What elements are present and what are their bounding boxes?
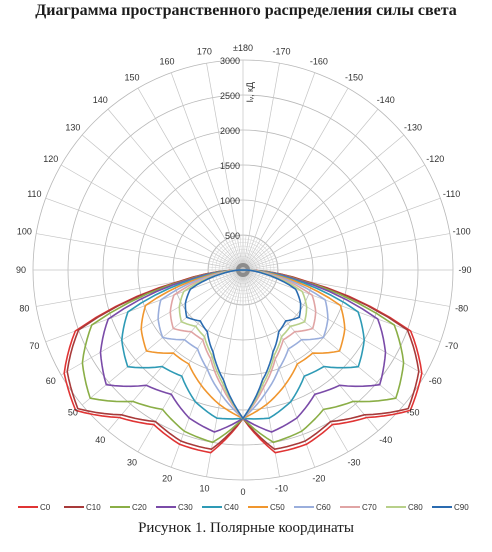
angle-label: -120 <box>426 154 444 164</box>
angle-label: 10 <box>199 484 209 494</box>
angle-label: -140 <box>377 95 395 105</box>
angle-label: -60 <box>429 376 442 386</box>
radial-axis-label: Iᵥ, кД <box>245 82 255 102</box>
angle-label: 20 <box>162 474 172 484</box>
angle-label: 40 <box>95 435 105 445</box>
legend-label: C60 <box>316 503 331 512</box>
angle-label: -160 <box>310 56 328 66</box>
angle-label: -20 <box>312 474 325 484</box>
angle-label: 120 <box>43 154 58 164</box>
radial-tick-label: 1500 <box>220 161 240 171</box>
angle-label: -90 <box>458 265 471 275</box>
angle-label: ±180 <box>233 43 253 53</box>
legend-label: C80 <box>408 503 423 512</box>
legend-label: C0 <box>40 503 51 512</box>
series-c90 <box>184 269 302 420</box>
angle-label: 150 <box>124 73 139 83</box>
legend-label: C20 <box>132 503 147 512</box>
radial-tick-label: 2500 <box>220 91 240 101</box>
angle-label: -150 <box>345 73 363 83</box>
radial-tick-label: 3000 <box>220 56 240 66</box>
angle-label: 0 <box>240 487 245 497</box>
angle-label: -170 <box>273 46 291 56</box>
angle-label: -110 <box>443 189 460 199</box>
angle-label: -70 <box>445 341 458 351</box>
angle-label: 80 <box>19 304 29 314</box>
angle-label: 130 <box>65 122 80 132</box>
figure-caption: Рисунок 1. Полярные координаты <box>138 520 354 536</box>
angle-label: 170 <box>197 46 212 56</box>
angle-label: -10 <box>275 484 288 494</box>
radial-tick-label: 500 <box>225 231 240 241</box>
angle-label: 140 <box>93 95 108 105</box>
angle-label: -40 <box>379 435 392 445</box>
angle-label: 90 <box>16 265 26 275</box>
polar-grid <box>32 59 454 481</box>
radial-tick-label: 1000 <box>220 196 240 206</box>
angle-label: 70 <box>29 341 39 351</box>
angle-label: 100 <box>17 226 32 236</box>
legend: C0 C10 C20 C30 C40 C50 C60 C70 C80 C90 <box>18 503 469 512</box>
angle-label: 110 <box>27 189 41 199</box>
angle-label: -130 <box>404 122 422 132</box>
radial-tick-label: 2000 <box>220 126 240 136</box>
angle-label: 160 <box>160 56 175 66</box>
legend-label: C90 <box>454 503 469 512</box>
legend-label: C50 <box>270 503 285 512</box>
angle-label: 60 <box>46 376 56 386</box>
legend-label: C40 <box>224 503 239 512</box>
legend-label: C10 <box>86 503 101 512</box>
chart-title: Диаграмма пространственного распределени… <box>35 2 457 19</box>
angle-label: -30 <box>347 457 360 467</box>
angle-label: -50 <box>407 408 420 418</box>
legend-label: C70 <box>362 503 377 512</box>
axis-labels: ±180 170 -170 160 -160 150 -150 140 -140 130 -130 1… <box>16 43 472 497</box>
legend-label: C30 <box>178 503 193 512</box>
series-layer <box>63 269 423 454</box>
angle-label: -100 <box>453 226 471 236</box>
angle-label: -80 <box>455 304 468 314</box>
angle-label: 30 <box>127 457 137 467</box>
angle-label: 50 <box>68 408 78 418</box>
